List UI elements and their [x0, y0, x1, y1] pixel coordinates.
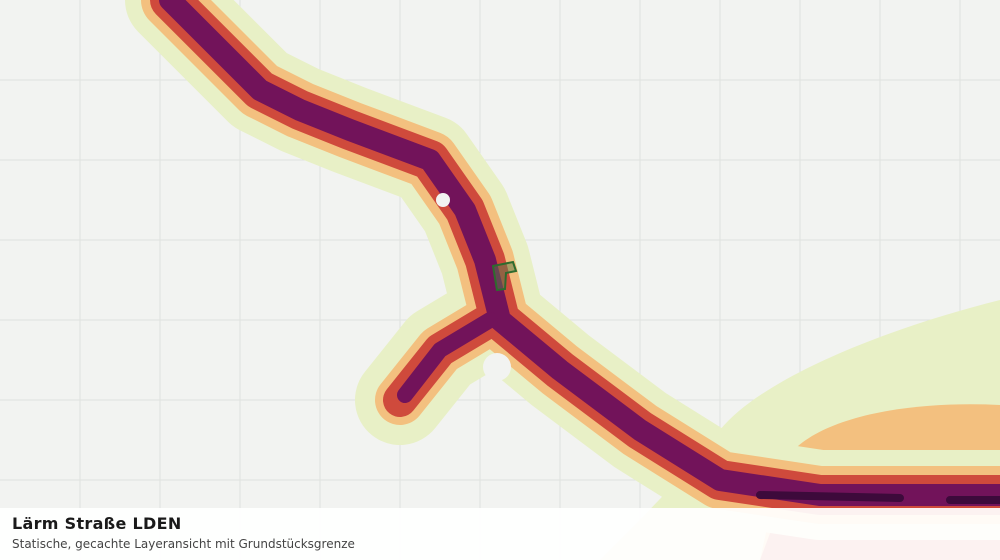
caption-panel: Lärm Straße LDEN Statische, gecachte Lay… [0, 508, 1000, 560]
map-title: Lärm Straße LDEN [12, 514, 182, 533]
noise-road [125, 0, 1000, 540]
gap [436, 193, 450, 207]
gap [483, 353, 511, 381]
parcel-boundary[interactable] [491, 260, 518, 292]
map-subtitle: Statische, gecachte Layeransicht mit Gru… [12, 537, 355, 551]
